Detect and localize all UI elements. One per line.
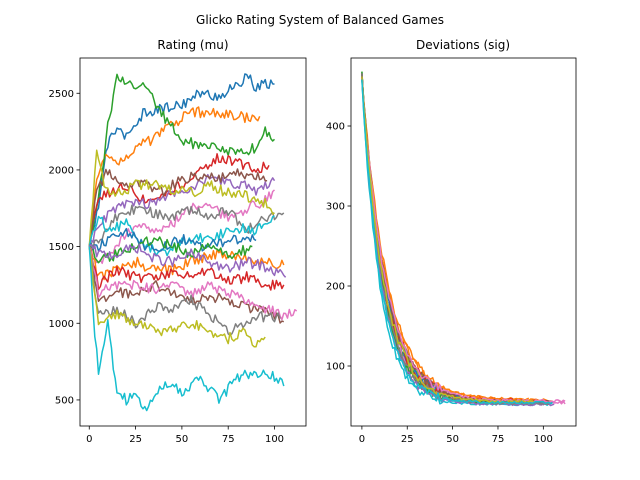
deviation-y-tick-label: 200 (326, 282, 345, 293)
deviation-x-tick-label: 75 (492, 434, 505, 445)
deviation-plot-frame (350, 57, 577, 427)
rating-axis-ticks: 0 25 50 75 100 500 1000 1500 2000 2500 (49, 89, 285, 445)
rating-series-line-20 (88, 246, 285, 412)
rating-x-tick-label: 50 (176, 434, 189, 445)
rating-x-tick-label: 0 (86, 434, 92, 445)
rating-y-tick-label: 2500 (49, 89, 74, 100)
deviation-y-tick-label: 300 (326, 202, 345, 213)
deviation-x-tick-label: 0 (359, 434, 365, 445)
rating-x-tick-label: 100 (265, 434, 284, 445)
deviation-y-tick-label: 100 (326, 362, 345, 373)
rating-y-tick-label: 2000 (49, 165, 74, 176)
rating-panel-title: Rating (mu) (157, 38, 228, 52)
rating-series-line-16 (88, 246, 285, 324)
rating-series-line-2 (88, 106, 261, 250)
deviation-series-line-20 (361, 79, 553, 405)
rating-series-line-17 (88, 246, 298, 321)
deviation-x-tick-label: 100 (534, 434, 553, 445)
rating-series-line-10 (88, 215, 275, 257)
deviation-axis-ticks: 0 25 50 75 100 100 200 300 400 (326, 122, 553, 446)
rating-series-group (88, 73, 298, 412)
rating-series-line-14 (88, 246, 285, 291)
rating-series-line-19 (88, 246, 266, 348)
rating-series-line-3 (88, 73, 276, 247)
rating-series-line-15 (88, 243, 287, 278)
figure-title: Glicko Rating System of Balanced Games (196, 13, 444, 27)
rating-x-tick-label: 25 (129, 434, 142, 445)
rating-plot-frame (79, 57, 307, 427)
rating-x-tick-label: 75 (222, 434, 235, 445)
rating-series-line-6 (88, 168, 268, 247)
rating-series-line-9 (88, 149, 275, 247)
rating-series-line-13 (89, 236, 253, 264)
rating-y-tick-label: 500 (55, 395, 74, 406)
rating-series-line-4 (88, 153, 270, 247)
deviation-series-group (361, 71, 566, 407)
rating-series-line-5 (88, 173, 276, 247)
deviation-panel-title: Deviations (sig) (416, 38, 510, 52)
deviation-series-line-12 (361, 74, 553, 402)
rating-series-line-1 (88, 73, 275, 247)
deviation-panel: Deviations (sig) 0 25 50 75 100 100 200 300 400 (326, 38, 577, 446)
rating-series-line-8 (88, 204, 285, 249)
deviation-y-tick-label: 400 (326, 122, 345, 133)
deviation-x-tick-label: 50 (446, 434, 459, 445)
rating-series-line-11 (88, 227, 257, 252)
rating-y-tick-label: 1500 (49, 242, 74, 253)
rating-y-tick-label: 1000 (49, 319, 74, 330)
rating-panel: Rating (mu) 0 25 50 75 100 500 1000 1500 2000 250… (49, 38, 307, 445)
deviation-x-tick-label: 25 (401, 434, 414, 445)
rating-series-line-7 (88, 189, 275, 265)
